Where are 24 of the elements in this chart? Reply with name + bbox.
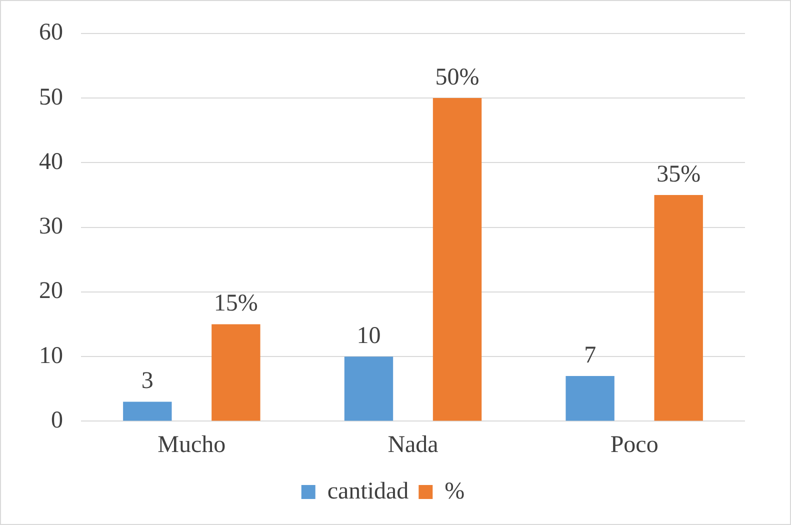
bar <box>123 402 172 421</box>
x-tick-label: Poco <box>610 432 658 458</box>
y-tick-label: 0 <box>51 407 63 434</box>
y-tick-label: 60 <box>39 20 63 46</box>
bar <box>432 98 482 421</box>
y-tick-label: 10 <box>39 342 63 369</box>
data-label: 7 <box>584 342 596 368</box>
y-tick-label: 50 <box>39 84 63 110</box>
x-tick-label: Nada <box>388 432 439 458</box>
data-label: 50% <box>435 64 480 90</box>
y-tick-label: 40 <box>39 148 63 175</box>
x-tick-label: Mucho <box>158 432 226 458</box>
legend-label: % <box>444 478 465 504</box>
bar <box>212 324 260 421</box>
y-tick-label: 30 <box>39 214 63 240</box>
data-label: 15% <box>214 290 258 317</box>
data-label: 35% <box>656 161 701 188</box>
data-label: 3 <box>141 368 154 394</box>
legend-label: cantidad <box>327 478 409 504</box>
bar <box>654 194 703 421</box>
data-label: 10 <box>356 322 381 349</box>
bar <box>344 356 394 421</box>
bar <box>566 376 614 421</box>
y-tick-label: 20 <box>39 278 63 304</box>
